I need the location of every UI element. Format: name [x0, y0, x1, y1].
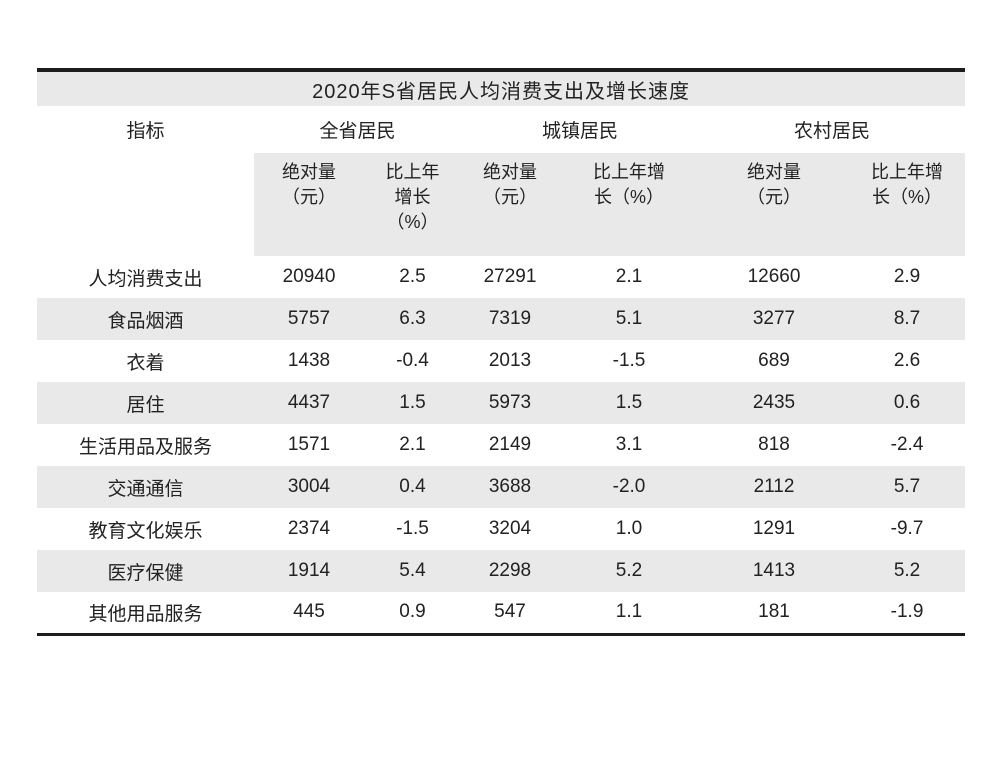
cell-value: 5.2: [615, 560, 643, 581]
cell-value: 27291: [483, 266, 537, 287]
cell-value: 5.7: [893, 476, 921, 497]
cell-value: 0.4: [399, 476, 426, 497]
cell-value: -2.0: [612, 476, 646, 497]
row-indicator: 医疗保健: [107, 562, 184, 584]
table-row: 交通通信 3004 0.4 3688 -2.0 2112 5.7: [37, 466, 966, 508]
row-indicator: 交通通信: [107, 478, 184, 500]
cell-value: 2.9: [893, 266, 921, 287]
cell-value: 1914: [287, 560, 331, 581]
cell-value: 5757: [287, 308, 331, 329]
row-indicator: 衣着: [126, 352, 165, 374]
table-group-header-row: 指标 全省居民 城镇居民 农村居民: [37, 106, 966, 153]
row-indicator: 其他用品服务: [88, 603, 203, 625]
cell-value: 12660: [747, 266, 801, 287]
table-title-row: 2020年S省居民人均消费支出及增长速度: [37, 70, 966, 106]
cell-value: 1.0: [615, 518, 643, 539]
column-group-urban: 城镇居民: [461, 106, 699, 153]
subheader-rural-growth: 比上年增 长（%）: [849, 153, 966, 256]
cell-value: 4437: [287, 392, 331, 413]
cell-value: 5.4: [399, 560, 426, 581]
cell-value: 1.5: [399, 392, 426, 413]
page: { "table": { "title": "2020年S省居民人均消费支出及增…: [0, 68, 1002, 763]
cell-value: 3277: [752, 308, 796, 329]
row-indicator: 人均消费支出: [88, 268, 203, 290]
cell-value: 1.5: [615, 392, 643, 413]
cell-value: 3688: [488, 476, 532, 497]
statistics-table: 2020年S省居民人均消费支出及增长速度 指标 全省居民 城镇居民 农村居民 绝…: [37, 68, 966, 636]
cell-value: -2.4: [890, 434, 924, 455]
cell-value: 2112: [753, 476, 795, 497]
cell-value: 1571: [287, 434, 331, 455]
cell-value: 1413: [752, 560, 796, 581]
table-row: 教育文化娱乐 2374 -1.5 3204 1.0 1291 -9.7: [37, 508, 966, 550]
statistics-table-container: 2020年S省居民人均消费支出及增长速度 指标 全省居民 城镇居民 农村居民 绝…: [37, 68, 966, 636]
cell-value: 689: [758, 350, 790, 371]
cell-value: 8.7: [893, 308, 921, 329]
table-row: 衣着 1438 -0.4 2013 -1.5 689 2.6: [37, 340, 966, 382]
cell-value: 818: [758, 434, 790, 455]
cell-value: 1291: [752, 518, 796, 539]
cell-value: 1.1: [615, 601, 643, 623]
cell-value: 2.5: [399, 266, 426, 287]
column-group-province: 全省居民: [254, 106, 461, 153]
cell-value: 2013: [488, 350, 532, 371]
cell-value: 181: [758, 601, 790, 623]
table-title: 2020年S省居民人均消费支出及增长速度: [37, 70, 966, 106]
table-row: 居住 4437 1.5 5973 1.5 2435 0.6: [37, 382, 966, 424]
table-row: 医疗保健 1914 5.4 2298 5.2 1413 5.2: [37, 550, 966, 592]
cell-value: 2149: [488, 434, 532, 455]
cell-value: 0.9: [399, 601, 426, 623]
subheader-urban-growth: 比上年增 长（%）: [559, 153, 699, 256]
cell-value: 2435: [752, 392, 796, 413]
table-row: 其他用品服务 445 0.9 547 1.1 181 -1.9: [37, 592, 966, 634]
cell-value: 2.1: [615, 266, 643, 287]
cell-value: 0.6: [893, 392, 921, 413]
cell-value: 1438: [287, 350, 331, 371]
table-body: 人均消费支出 20940 2.5 27291 2.1 12660 2.9 食品烟酒 5757 6.…: [37, 256, 966, 634]
subheader-province-absolute: 绝对量 （元）: [254, 153, 364, 256]
row-indicator: 生活用品及服务: [78, 436, 212, 458]
cell-value: 3204: [488, 518, 532, 539]
cell-value: 7319: [488, 308, 532, 329]
cell-value: -0.4: [396, 350, 429, 371]
cell-value: -9.7: [890, 518, 924, 539]
table-row: 生活用品及服务 1571 2.1 2149 3.1 818 -2.4: [37, 424, 966, 466]
cell-value: 547: [494, 601, 526, 623]
cell-value: 445: [293, 601, 325, 623]
cell-value: 5973: [488, 392, 532, 413]
row-indicator: 居住: [126, 394, 165, 416]
row-indicator: 教育文化娱乐: [88, 520, 203, 542]
table-row: 食品烟酒 5757 6.3 7319 5.1 3277 8.7: [37, 298, 966, 340]
cell-value: -1.5: [396, 518, 429, 539]
cell-value: 3004: [287, 476, 331, 497]
row-indicator: 食品烟酒: [107, 310, 184, 332]
cell-value: -1.9: [890, 601, 924, 623]
cell-value: 6.3: [399, 308, 426, 329]
cell-value: 5.2: [893, 560, 921, 581]
cell-value: 2.6: [893, 350, 921, 371]
column-header-indicator: 指标: [37, 106, 254, 153]
subheader-province-growth: 比上年 增长 （%）: [364, 153, 461, 256]
cell-value: 20940: [282, 266, 336, 287]
cell-value: 3.1: [615, 434, 643, 455]
cell-value: 2.1: [399, 434, 426, 455]
table-subheader-row: 绝对量 （元） 比上年 增长 （%） 绝对量 （元） 比上年增 长（%） 绝对量…: [37, 153, 966, 256]
subheader-urban-absolute: 绝对量 （元）: [461, 153, 559, 256]
column-group-rural: 农村居民: [699, 106, 966, 153]
cell-value: -1.5: [612, 350, 646, 371]
subheader-blank-cell: [37, 153, 254, 256]
cell-value: 2374: [287, 518, 331, 539]
subheader-rural-absolute: 绝对量 （元）: [699, 153, 849, 256]
cell-value: 5.1: [615, 308, 643, 329]
cell-value: 2298: [488, 560, 532, 581]
table-row: 人均消费支出 20940 2.5 27291 2.1 12660 2.9: [37, 256, 966, 298]
